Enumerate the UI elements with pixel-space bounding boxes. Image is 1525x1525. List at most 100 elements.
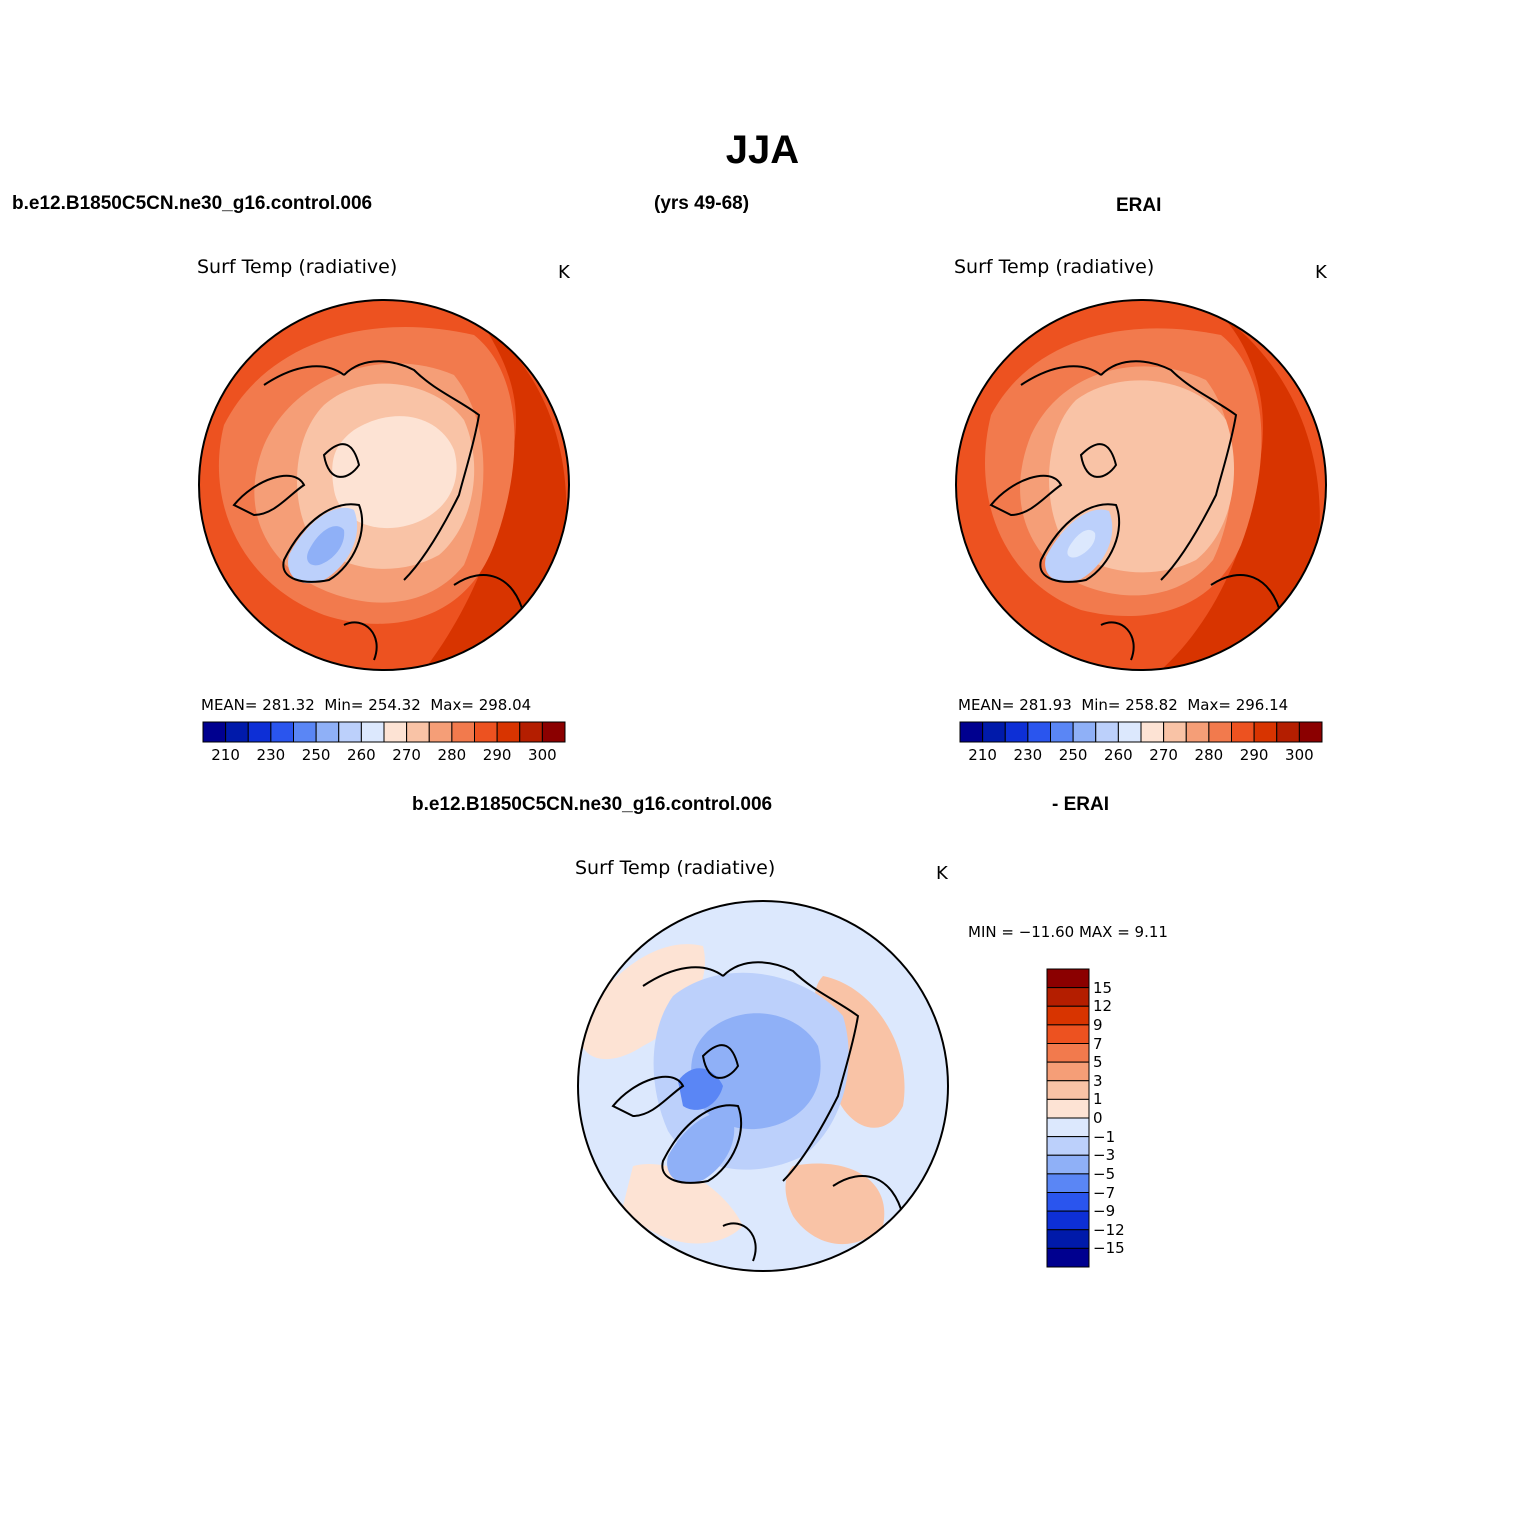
panel2-colorbar-tick-label: 260 [1104,746,1133,764]
panel1-colorbar-tick-label: 280 [437,746,467,764]
panel3-fill-cool-mid [691,1013,821,1130]
panel2-colorbar-box [982,721,1006,743]
panel1-colorbar-box [315,721,340,743]
panel1-max-label: Max= [430,696,474,714]
figure-title: JJA [725,128,800,172]
panel2-units-label: K [1315,262,1327,283]
panel1-mean-label: MEAN= [201,696,258,714]
panel3-colorbar-box [1046,1192,1090,1212]
panel3-colorbar-box [1046,1043,1090,1063]
panel3-colorbar-tick-label: 9 [1093,1015,1103,1034]
panel3-colorbar-tick-label: −7 [1093,1183,1116,1202]
panel1-colorbar-box [338,721,362,743]
panel1-colorbar-tick-label: 300 [528,746,557,764]
panel3-colorbar-tick-label: 1 [1093,1090,1103,1109]
panel3-coastline [611,961,905,1271]
panel1-colorbar-tick-label: 230 [256,746,286,764]
panel2-mean-label: MEAN= [958,696,1015,714]
panel2-colorbar-tick-label: 250 [1058,746,1088,764]
panel3-colorbar-box [1046,1098,1090,1119]
panel1-colorbar-box [270,721,294,743]
panel2-max-value: 296.14 [1235,696,1289,714]
panel3-range-text: MIN = −11.60 MAX = 9.11 [968,923,1168,941]
panel1-colorbar-box [451,721,475,743]
panel3-colorbar-tick-label: 0 [1093,1109,1103,1127]
panel2-fill-greenland-core [1067,529,1096,558]
panel3-colorbar-tick-label: 15 [1093,978,1113,997]
panel3-variable-label: Surf Temp (radiative) [575,857,776,879]
panel1-coastline [232,360,526,670]
panel3-colorbar-box [1046,968,1090,989]
panel3-colorbar-box [1046,1061,1090,1082]
panel2-colorbar-box [1163,721,1187,743]
panel2-colorbar-box [1095,721,1119,743]
panel2-colorbar-box [1140,721,1165,743]
panel1-min-label: Min= [324,696,364,714]
panel3-colorbar-labels: 15 12 9 7 5 3 1 0 −1 −3 −5 −7 −9 −12 −15 [1093,969,1153,1267]
panel2-mean-value: 281.93 [1019,696,1072,714]
panel2-polar-map [955,299,1327,671]
panel2-colorbar-box [1231,721,1255,743]
panel3-colorbar-box [1046,1117,1090,1138]
panel3-colorbar-box [1046,1136,1090,1156]
panel2-colorbar-box [1050,721,1074,743]
panel1-colorbar-tick-label: 270 [392,746,421,764]
panel3-fill-greenland [667,1112,735,1184]
panel1-colorbar [202,721,566,743]
panel1-colorbar-tick-label: 290 [482,746,512,764]
panel2-colorbar-tick-label: 280 [1194,746,1224,764]
panel2-colorbar-box [1253,721,1278,743]
panel3-colorbar-box [1046,1247,1090,1268]
panel3-colorbar-tick-label: 5 [1093,1053,1103,1072]
panel1-colorbar-box [428,721,453,743]
panel2-coastline [989,360,1283,670]
panel1-colorbar-box [406,721,430,743]
panel2-min-value: 258.82 [1125,696,1178,714]
panel1-min-value: 254.32 [368,696,421,714]
panel1-fill-warm-dark [424,325,567,670]
panel3-colorbar-box [1046,1229,1090,1249]
panel3-colorbar-tick-label: −3 [1093,1146,1116,1165]
panel2-stats: MEAN= 281.93 Min= 258.82 Max= 296.14 [958,696,1288,714]
years-label: (yrs 49-68) [654,193,750,214]
panel1-mean-value: 281.32 [262,696,315,714]
panel1-stats: MEAN= 281.32 Min= 254.32 Max= 298.04 [201,696,531,714]
panel2-colorbar-box [1117,721,1142,743]
panel1-colorbar-labels: 210 230 250 260 270 280 290 300 [203,746,565,766]
panel2-colorbar-tick-label: 210 [968,746,997,764]
panel2-min-label: Min= [1081,696,1121,714]
panel1-colorbar-box [474,721,498,743]
panel3-colorbar-tick-label: −15 [1093,1239,1125,1258]
panel2-colorbar-labels: 210 230 250 260 270 280 290 300 [960,746,1322,766]
panel1-fill-cream [332,416,457,529]
panel3-fill-cool-core [678,1068,723,1110]
top-left-case-label: b.e12.B1850C5CN.ne30_g16.control.006 [12,193,373,214]
panel1-colorbar-box [247,721,272,743]
panel3-colorbar-tick-label: −9 [1093,1202,1116,1221]
panel1-units-label: K [558,262,570,283]
panel3-fill-cream-west [578,944,705,1060]
panel3-colorbar-box [1046,1080,1090,1100]
panel1-colorbar-tick-label: 260 [347,746,376,764]
panel2-colorbar-box [1208,721,1232,743]
panel3-colorbar-box [1046,1173,1090,1193]
panel1-polar-map [198,299,570,671]
panel1-colorbar-box [519,721,543,743]
panel2-colorbar-box [1276,721,1300,743]
panel1-colorbar-box [225,721,249,743]
panel1-colorbar-box [293,721,317,743]
panel1-variable-label: Surf Temp (radiative) [197,256,398,278]
panel1-colorbar-box [383,721,408,743]
panel2-colorbar-box [1298,721,1323,743]
panel1-max-value: 298.04 [478,696,532,714]
bottom-minus-label: - ERAI [1052,794,1109,815]
panel3-colorbar-box [1046,987,1090,1007]
panel2-colorbar-tick-label: 290 [1239,746,1269,764]
top-right-case-label: ERAI [1116,195,1162,216]
panel1-colorbar-box [360,721,385,743]
panel3-colorbar-tick-label: 3 [1093,1071,1103,1090]
panel2-colorbar [959,721,1323,743]
panel3-polar-map [577,900,949,1272]
bottom-case-label: b.e12.B1850C5CN.ne30_g16.control.006 [412,794,773,815]
panel2-max-label: Max= [1187,696,1231,714]
